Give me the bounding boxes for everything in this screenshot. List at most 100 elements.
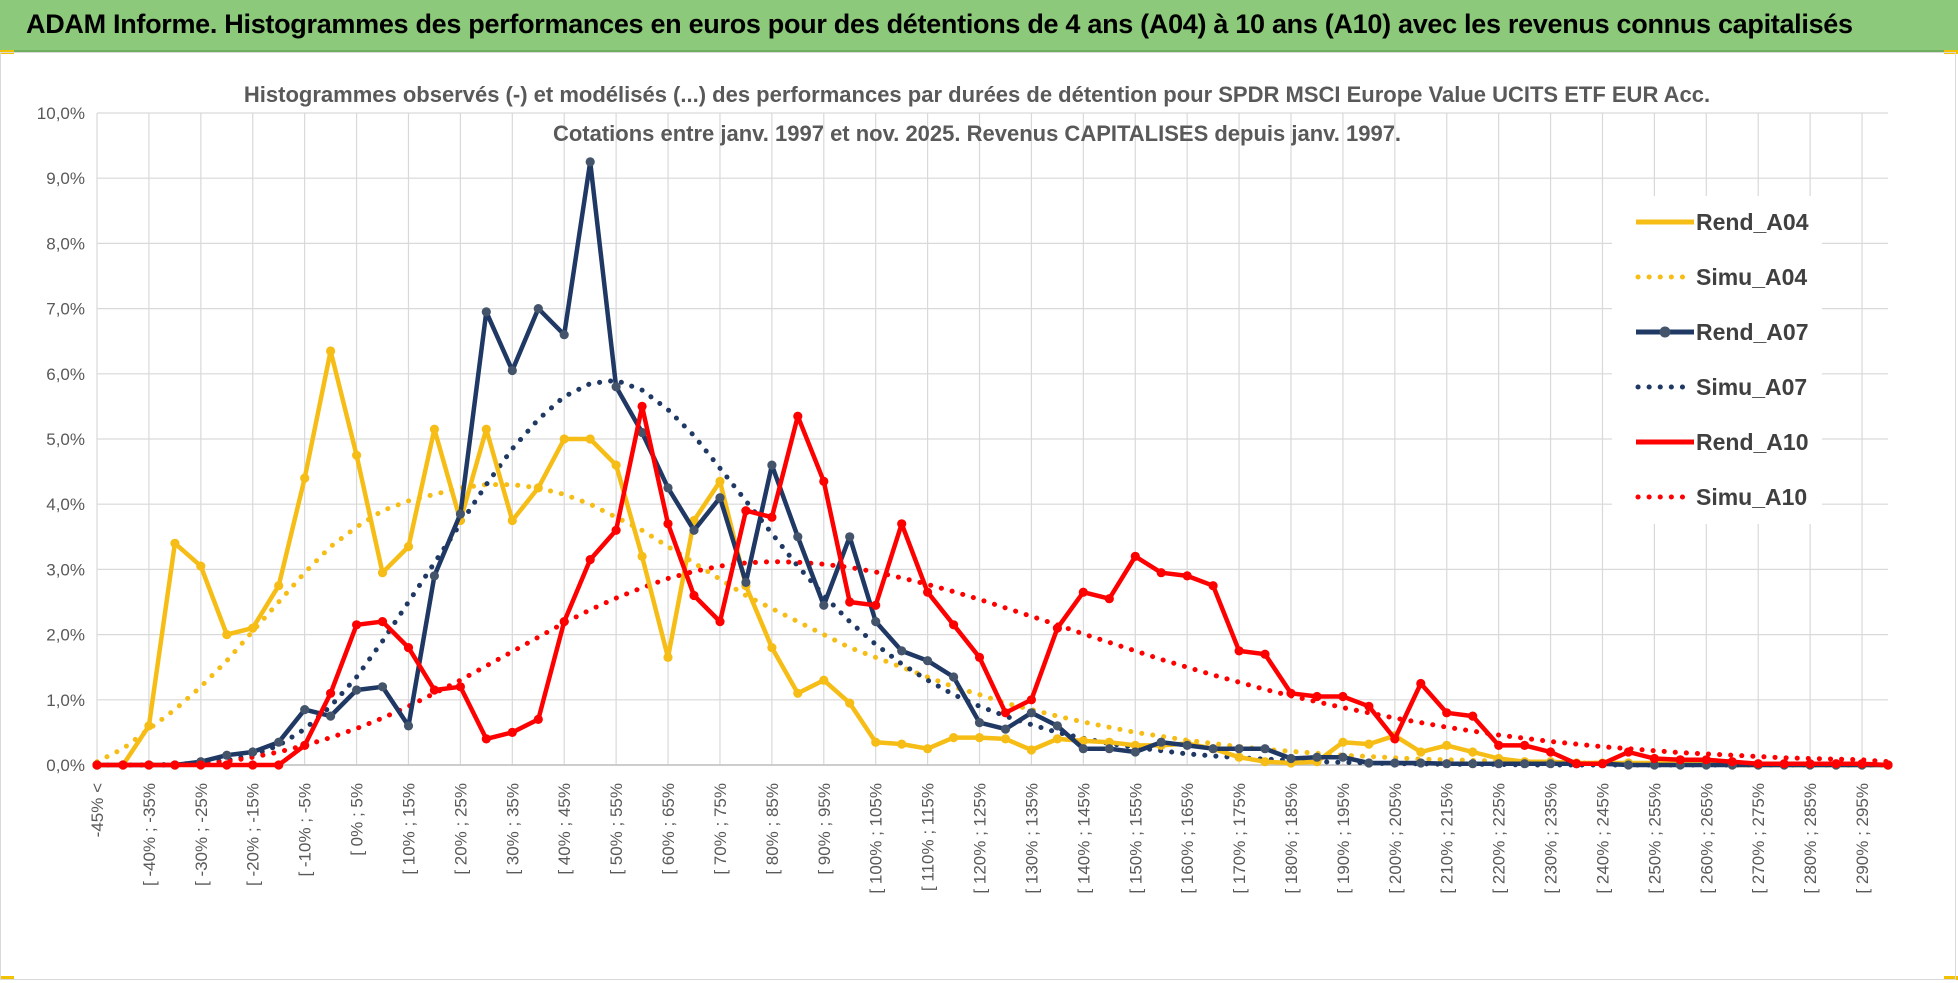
point-Rend_A04: [663, 652, 673, 663]
point-Rend_A10: [1597, 759, 1608, 769]
x-tick-label: [ 120% ; 125%: [971, 783, 990, 894]
point-Rend_A04: [274, 581, 284, 591]
point-Rend_A10: [689, 590, 699, 601]
point-Rend_A07: [1649, 760, 1659, 770]
x-tick-label: [ 40% ; 45%: [555, 783, 574, 875]
x-tick-label: [ 140% ; 145%: [1074, 783, 1093, 894]
x-tick-label: [ 210% ; 215%: [1438, 783, 1457, 894]
point-Rend_A04: [1078, 736, 1088, 746]
x-tick-label: [ 30% ; 35%: [503, 783, 522, 875]
y-tick-label: 9,0%: [46, 169, 85, 188]
point-Rend_A04: [507, 515, 517, 526]
x-tick-label: [ 60% ; 65%: [659, 783, 678, 875]
x-tick-label: [ 230% ; 235%: [1542, 783, 1561, 894]
x-tick-label: [ 170% ; 175%: [1230, 783, 1249, 894]
x-tick-label: [ 20% ; 25%: [451, 783, 470, 875]
x-tick-label: [ 130% ; 135%: [1022, 783, 1041, 894]
point-Rend_A04: [429, 424, 439, 434]
legend-label: Rend_A10: [1696, 429, 1808, 455]
x-tick-label: [ 290% ; 295%: [1853, 783, 1872, 894]
point-Rend_A07: [1182, 740, 1192, 751]
point-Rend_A07: [1494, 759, 1504, 769]
series-Simu_A07: [94, 377, 1891, 768]
x-tick-label: [ 50% ; 55%: [607, 783, 626, 875]
x-tick-label: [ 280% ; 285%: [1801, 783, 1820, 894]
point-Rend_A07: [793, 532, 803, 542]
point-Rend_A07: [248, 747, 258, 757]
point-Rend_A10: [1779, 759, 1789, 769]
point-Rend_A07: [741, 577, 751, 588]
point-Rend_A10: [663, 519, 673, 529]
point-Rend_A10: [845, 597, 855, 607]
point-Rend_A04: [585, 434, 595, 444]
point-Rend_A07: [1052, 721, 1062, 731]
point-Rend_A07: [1623, 760, 1633, 770]
point-Rend_A07: [403, 721, 414, 731]
point-Rend_A10: [1753, 759, 1763, 769]
point-Rend_A04: [1468, 747, 1478, 757]
series-Rend_A10: [92, 401, 1893, 770]
point-Rend_A07: [1416, 758, 1426, 768]
chart-title-line-2: Cotations entre janv. 1997 et nov. 2025.…: [553, 121, 1401, 146]
point-Rend_A04: [533, 483, 543, 493]
point-Rend_A04: [559, 434, 569, 444]
point-Rend_A04: [1338, 737, 1348, 747]
point-Rend_A07: [1312, 752, 1322, 762]
point-Rend_A07: [507, 365, 517, 376]
point-Rend_A07: [949, 672, 959, 682]
point-Rend_A07: [974, 718, 985, 728]
point-Rend_A07: [300, 705, 310, 715]
y-tick-label: 2,0%: [46, 626, 85, 645]
page-title: ADAM Informe. Histogrammes des performan…: [26, 9, 1853, 39]
point-Rend_A04: [248, 623, 258, 633]
series: [92, 157, 1893, 770]
point-Rend_A10: [274, 760, 284, 770]
point-Rend_A07: [767, 460, 777, 470]
point-Rend_A04: [170, 538, 180, 548]
x-tick-label: [ -30% ; -25%: [192, 783, 211, 886]
point-Rend_A10: [611, 525, 621, 535]
point-Rend_A10: [974, 652, 985, 663]
point-Rend_A04: [1234, 752, 1244, 762]
point-Rend_A07: [1000, 724, 1011, 734]
point-Rend_A07: [611, 382, 621, 392]
point-Rend_A04: [923, 744, 933, 754]
point-Rend_A07: [1026, 708, 1036, 718]
x-tick-label: [ 250% ; 255%: [1645, 783, 1664, 894]
legend-item-Simu_A10: Simu_A10: [1635, 484, 1807, 510]
point-Rend_A10: [741, 506, 751, 516]
point-Rend_A10: [1000, 708, 1011, 718]
header-banner: ADAM Informe. Histogrammes des performan…: [0, 0, 1958, 52]
legend-label: Simu_A10: [1696, 484, 1807, 510]
point-Rend_A04: [144, 721, 154, 731]
point-Rend_A10: [1390, 734, 1400, 744]
point-Rend_A10: [1571, 759, 1582, 769]
y-tick-label: 1,0%: [46, 691, 85, 710]
point-Rend_A04: [352, 450, 362, 460]
point-Rend_A10: [170, 760, 180, 770]
point-Rend_A07: [1520, 759, 1530, 769]
point-Rend_A10: [1468, 711, 1478, 721]
point-Rend_A07: [1260, 744, 1270, 754]
corner-marker: [0, 976, 14, 980]
point-Rend_A10: [1312, 691, 1322, 702]
series-Simu_A04: [94, 482, 1891, 768]
x-tick-label: [ 240% ; 245%: [1593, 783, 1612, 894]
point-Rend_A07: [637, 427, 647, 438]
point-Rend_A10: [403, 643, 414, 653]
point-Rend_A10: [819, 476, 829, 486]
point-Rend_A10: [144, 760, 154, 770]
point-Rend_A04: [1026, 745, 1036, 755]
point-Rend_A10: [1623, 747, 1633, 757]
line-Simu_A07: [94, 377, 1891, 768]
point-Rend_A10: [637, 401, 647, 411]
point-Rend_A07: [1104, 744, 1114, 754]
point-Rend_A04: [897, 739, 907, 749]
x-tick-label: [ 100% ; 105%: [867, 783, 886, 894]
point-Rend_A10: [1727, 757, 1737, 767]
point-Rend_A07: [1390, 758, 1400, 768]
x-tick-label: [ 220% ; 225%: [1490, 783, 1509, 894]
legend-item-Simu_A07: Simu_A07: [1635, 374, 1807, 400]
point-Rend_A10: [1831, 759, 1841, 769]
point-Rend_A04: [819, 675, 829, 685]
